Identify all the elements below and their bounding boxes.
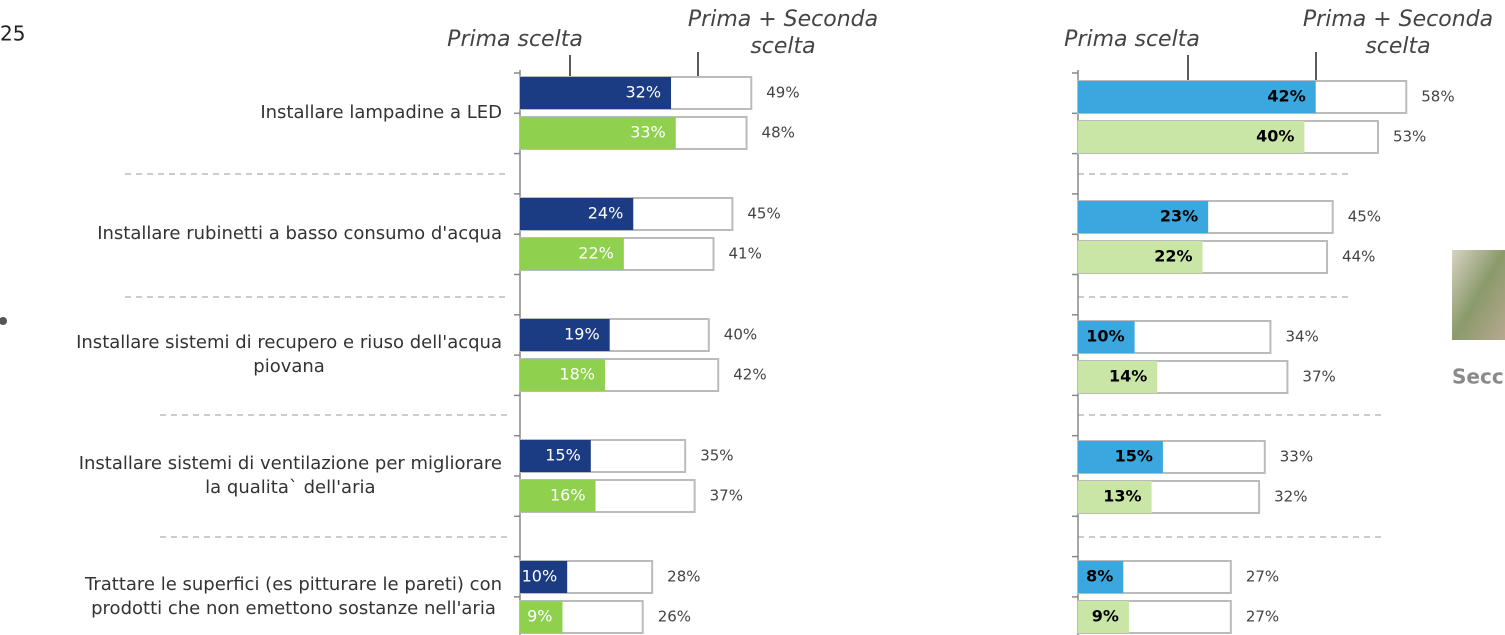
value-label: 14% (1109, 367, 1147, 386)
value-label: 9% (527, 607, 552, 626)
value-label: 28% (667, 568, 700, 586)
value-label: 40% (724, 326, 757, 344)
value-label: 23% (1160, 207, 1198, 226)
first-bar (1078, 121, 1305, 153)
annotation: Prima + Seconda (1303, 7, 1493, 32)
category-label: Installare rubinetti a basso consumo d'a… (97, 223, 502, 244)
first-bar (1078, 241, 1203, 273)
first-bar (520, 601, 563, 633)
value-label: 48% (762, 124, 795, 142)
value-label: 18% (559, 365, 595, 384)
first-bar (520, 319, 610, 351)
category-label: Installare lampadine a LED (260, 102, 502, 123)
first-bar (1078, 201, 1209, 233)
first-bar (1078, 601, 1129, 633)
value-label: 22% (578, 244, 614, 263)
value-label: 42% (1267, 87, 1305, 106)
value-label: 53% (1393, 128, 1426, 146)
first-bar (520, 480, 596, 512)
value-label: 40% (1256, 127, 1294, 146)
first-bar (520, 561, 568, 593)
value-label: 22% (1154, 247, 1192, 266)
value-label: 8% (1086, 567, 1113, 586)
first-bar (1078, 481, 1152, 513)
value-label: 37% (710, 487, 743, 505)
annotation: Prima + Seconda (688, 7, 878, 32)
bullet (0, 317, 7, 325)
value-label: 24% (588, 204, 624, 223)
category-label: Trattare le superfici (es pitturare le p… (84, 574, 502, 595)
value-label: 35% (700, 447, 733, 465)
value-label: 32% (1274, 488, 1307, 506)
first-bar (1078, 321, 1135, 353)
category-label: piovana (253, 356, 325, 377)
page-number: 25 (0, 22, 25, 46)
value-label: 32% (625, 83, 661, 102)
first-bar (1078, 81, 1316, 113)
first-bar (520, 77, 672, 109)
annotation: scelta (750, 34, 815, 59)
value-label: 15% (1115, 447, 1153, 466)
value-label: 10% (1086, 327, 1124, 346)
value-label: 42% (733, 366, 766, 384)
first-bar (1078, 441, 1163, 473)
value-label: 27% (1246, 608, 1279, 626)
value-label: 37% (1302, 368, 1335, 386)
value-label: 34% (1285, 328, 1318, 346)
value-label: 9% (1092, 607, 1119, 626)
value-label: 44% (1342, 248, 1375, 266)
value-label: 16% (550, 486, 586, 505)
first-bar (1078, 361, 1158, 393)
value-label: 15% (545, 446, 581, 465)
value-label: 13% (1103, 487, 1141, 506)
value-label: 33% (630, 123, 666, 142)
value-label: 45% (1348, 208, 1381, 226)
value-label: 33% (1280, 448, 1313, 466)
value-label: 27% (1246, 568, 1279, 586)
first-bar (1078, 561, 1124, 593)
value-label: 58% (1421, 88, 1454, 106)
category-label: la qualita` dell'aria (205, 477, 375, 498)
annotation: Prima scelta (447, 27, 583, 52)
first-bar (520, 117, 676, 149)
value-label: 41% (729, 245, 762, 263)
annotation: Prima scelta (1064, 27, 1200, 52)
value-label: 19% (564, 325, 600, 344)
first-bar (520, 359, 605, 391)
annotation: scelta (1365, 34, 1430, 59)
first-bar (520, 198, 634, 230)
thumbnail (1452, 250, 1505, 340)
first-bar (520, 440, 591, 472)
category-label: Installare sistemi di ventilazione per m… (79, 453, 502, 474)
value-label: 49% (766, 84, 799, 102)
category-label: prodotti che non emettono sostanze nell'… (91, 598, 496, 619)
category-label: Installare sistemi di recupero e riuso d… (76, 332, 502, 353)
value-label: 45% (747, 205, 780, 223)
side-label: Secc (1452, 365, 1504, 389)
first-bar (520, 238, 624, 270)
value-label: 26% (658, 608, 691, 626)
value-label: 10% (522, 567, 558, 586)
